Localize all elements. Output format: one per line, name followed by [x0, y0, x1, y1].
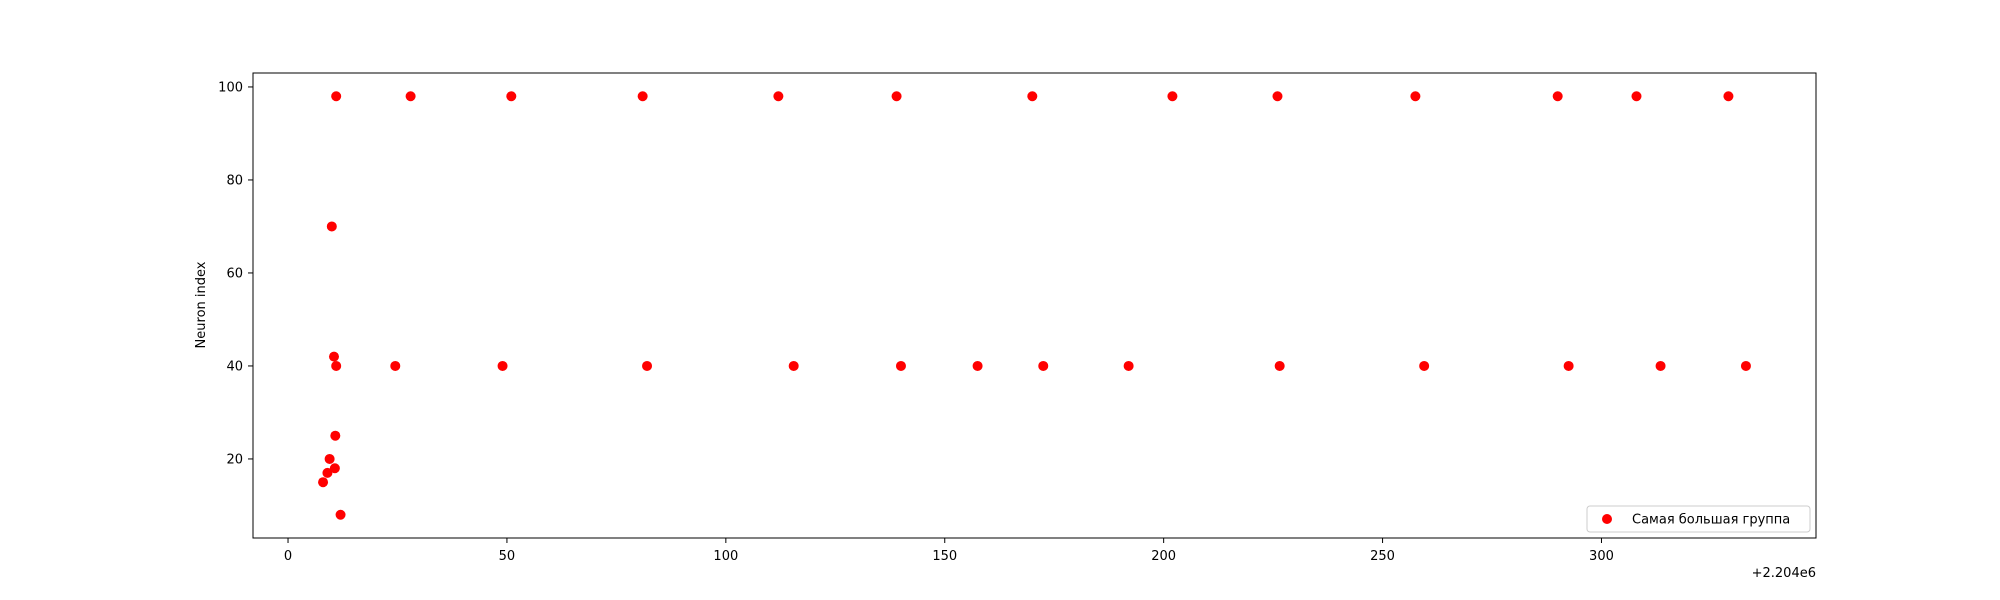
scatter-point — [773, 91, 784, 102]
scatter-point — [506, 91, 517, 102]
scatter-point — [1631, 91, 1642, 102]
scatter-point — [1419, 360, 1430, 371]
legend: Самая большая группа — [1586, 505, 1811, 533]
scatter-point — [1167, 91, 1178, 102]
scatter-point — [326, 221, 337, 232]
scatter-point — [972, 360, 983, 371]
scatter-point — [891, 91, 902, 102]
y-tick-label: 80 — [226, 173, 243, 188]
plot-frame — [252, 72, 1817, 539]
scatter-point — [895, 360, 906, 371]
data-points — [318, 91, 1751, 520]
scatter-point — [1274, 360, 1285, 371]
scatter-point — [1123, 360, 1134, 371]
scatter-point — [405, 91, 416, 102]
legend-label: Самая большая группа — [1632, 513, 1790, 528]
x-offset-label: +2.204e6 — [1752, 566, 1816, 581]
scatter-point — [637, 91, 648, 102]
y-tick-label: 20 — [226, 452, 243, 467]
x-tick-label: 300 — [1589, 549, 1614, 564]
scatter-point — [318, 477, 329, 488]
y-axis-label: Neuron index — [194, 261, 209, 348]
scatter-point — [1563, 360, 1574, 371]
y-axis-ticks: 20 40 60 80 100 — [218, 80, 253, 467]
scatter-point — [642, 360, 653, 371]
x-tick-label: 100 — [713, 549, 738, 564]
scatter-point — [335, 509, 346, 520]
scatter-point — [331, 360, 342, 371]
scatter-point — [322, 467, 333, 478]
scatter-point — [1740, 360, 1751, 371]
scatter-point — [329, 463, 340, 474]
scatter-point — [1723, 91, 1734, 102]
scatter-point — [324, 453, 335, 464]
y-tick-label: 60 — [226, 266, 243, 281]
scatter-point — [1655, 360, 1666, 371]
scatter-point — [788, 360, 799, 371]
x-tick-label: 250 — [1370, 549, 1395, 564]
scatter-point — [1272, 91, 1283, 102]
y-tick-label: 40 — [226, 359, 243, 374]
x-tick-label: 50 — [499, 549, 516, 564]
scatter-point — [330, 430, 341, 441]
legend-marker — [1602, 514, 1612, 524]
x-tick-label: 0 — [284, 549, 292, 564]
scatter-point — [390, 360, 401, 371]
scatter-point — [1410, 91, 1421, 102]
scatter-point — [497, 360, 508, 371]
scatter-point — [331, 91, 342, 102]
legend-box — [1586, 505, 1811, 533]
x-tick-label: 200 — [1151, 549, 1176, 564]
x-axis-ticks: 0 50 100 150 200 250 300 — [284, 538, 1614, 564]
scatter-point — [1027, 91, 1038, 102]
x-tick-label: 150 — [932, 549, 957, 564]
scatter-point — [1038, 360, 1049, 371]
y-tick-label: 100 — [218, 80, 243, 95]
scatter-point — [1552, 91, 1563, 102]
scatter-point — [328, 351, 339, 362]
